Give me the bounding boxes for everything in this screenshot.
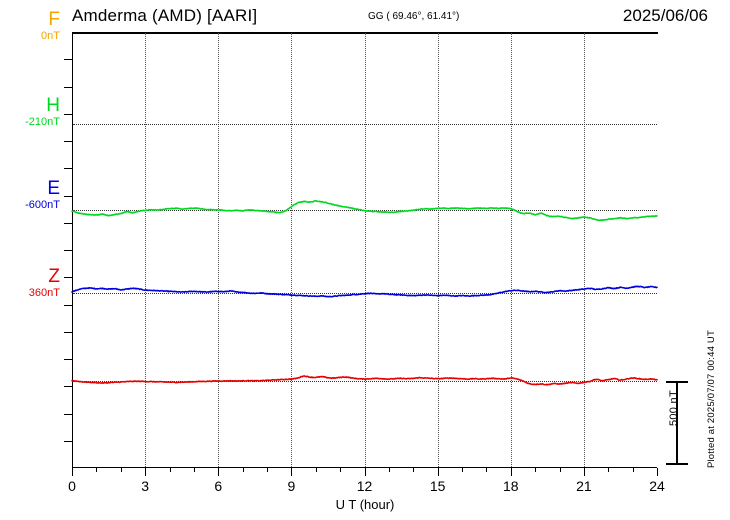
y-tick-8 [64, 277, 73, 278]
x-tick-14 [413, 468, 415, 472]
x-tick-label-24: 24 [649, 478, 665, 494]
y-tick-7 [64, 250, 73, 251]
y-tick-1 [64, 87, 73, 88]
x-tick-label-15: 15 [429, 478, 446, 494]
plot-date: 2025/06/06 [622, 6, 708, 25]
station-title: Amderma (AMD) [AARI] [72, 6, 258, 25]
x-tick-8 [267, 468, 268, 472]
y-tick-13 [64, 414, 73, 415]
vertical-gridline-h21 [583, 33, 585, 467]
x-tick-0 [72, 468, 73, 476]
x-tick-4 [169, 468, 171, 472]
x-axis-title: U T (hour) [335, 497, 395, 512]
scalebar-label: 500 nT [668, 390, 680, 427]
y-tick-9 [64, 305, 73, 306]
vertical-gridline-h3 [145, 33, 147, 467]
x-tick-label-3: 3 [141, 478, 150, 494]
x-tick-label-21: 21 [576, 478, 592, 494]
component-baseline-value-E: -600nT [25, 199, 60, 211]
x-tick-label-9: 9 [287, 478, 296, 494]
x-tick-label-0: 0 [68, 478, 76, 494]
y-tick-4 [64, 168, 73, 169]
x-tick-label-12: 12 [356, 478, 373, 494]
y-tick-5 [64, 196, 73, 197]
scalebar-line [676, 381, 678, 463]
x-tick-11 [340, 468, 342, 472]
x-tick-9 [291, 468, 293, 476]
x-tick-5 [193, 468, 195, 472]
x-tick-10 [315, 468, 317, 472]
x-tick-16 [462, 468, 463, 472]
y-tick-2 [64, 114, 73, 115]
y-tick-14 [64, 441, 73, 442]
x-tick-13 [388, 468, 390, 472]
x-tick-18 [510, 468, 512, 476]
y-tick-10 [64, 332, 73, 333]
x-tick-17 [486, 468, 488, 472]
vertical-gridline-h15 [437, 33, 439, 467]
x-tick-20 [559, 468, 561, 472]
x-tick-6 [218, 468, 220, 476]
x-tick-7 [242, 468, 244, 472]
baseline-Z [73, 381, 657, 382]
vertical-gridline-h18 [510, 33, 512, 467]
x-tick-23 [632, 468, 634, 472]
plotted-at-timestamp: Plotted at 2025/07/07 00:44 UT [706, 330, 717, 469]
geographic-coordinates: GG ( 69.46°, 61.41°) [368, 11, 460, 22]
vertical-gridline-h6 [218, 33, 220, 467]
plot-frame-top-border [72, 32, 658, 34]
x-tick-21 [583, 468, 585, 476]
y-tick-3 [64, 141, 73, 142]
y-tick-11 [64, 359, 73, 360]
component-label-F: F [48, 9, 60, 30]
baseline-F [73, 124, 657, 125]
baseline-E [73, 293, 657, 294]
component-label-E: E [47, 178, 60, 199]
x-tick-2 [120, 468, 122, 472]
y-tick-0 [64, 59, 73, 60]
x-tick-label-6: 6 [214, 478, 223, 494]
component-baseline-value-Z: 360nT [28, 287, 60, 299]
component-label-Z: Z [48, 266, 60, 287]
x-tick-label-18: 18 [502, 478, 519, 494]
x-tick-22 [608, 468, 610, 472]
baseline-H [73, 210, 657, 211]
component-baseline-value-F: 0nT [41, 30, 60, 42]
y-tick-12 [64, 386, 73, 387]
vertical-gridline-h12 [364, 33, 366, 467]
x-tick-24 [657, 468, 658, 476]
x-tick-1 [96, 468, 98, 472]
x-tick-3 [145, 468, 147, 476]
component-label-H: H [46, 95, 60, 116]
component-baseline-value-H: -210nT [25, 116, 60, 128]
x-tick-19 [535, 468, 537, 472]
x-tick-15 [437, 468, 439, 476]
x-tick-12 [364, 468, 366, 476]
scalebar-cap-bottom [666, 463, 688, 465]
y-tick-6 [64, 223, 73, 224]
vertical-gridline-h9 [291, 33, 293, 467]
